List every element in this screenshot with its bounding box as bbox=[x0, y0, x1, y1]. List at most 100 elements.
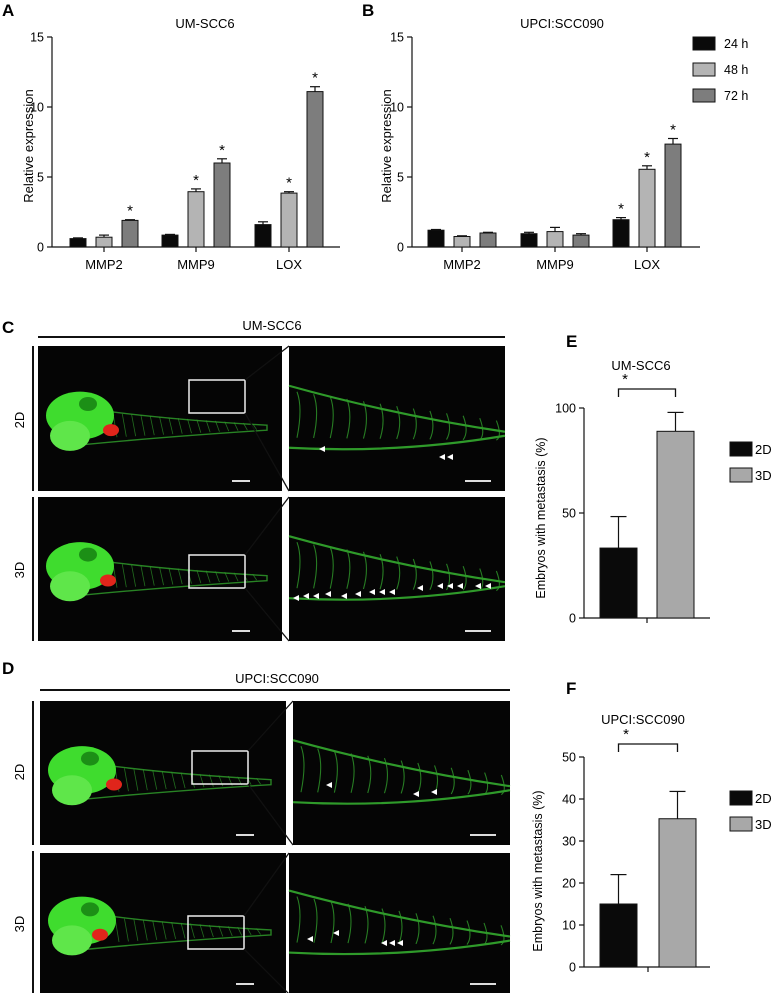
panel-c-3d-intersegmental-vessel bbox=[446, 563, 451, 591]
panel-d-2d-intersegmental-vessel bbox=[484, 772, 489, 795]
chart-f-y-tick-label: 30 bbox=[562, 835, 576, 849]
panel-c-2d-micrograph-zoom bbox=[289, 346, 505, 491]
panel-d-3d-vessel bbox=[161, 921, 167, 940]
panel-c-2d-zoom-box bbox=[188, 379, 246, 414]
chart-a-y-tick-label: 5 bbox=[37, 171, 44, 185]
chart-a-sig-star: * bbox=[193, 172, 199, 189]
panel-c-3d-intersegmental-vessel bbox=[479, 568, 484, 591]
chart-b-legend-swatch bbox=[692, 36, 716, 51]
panel-c-3d-vessel bbox=[131, 564, 137, 587]
panel-d-3d-arrowhead bbox=[397, 940, 403, 946]
panel-d-3d-vessel bbox=[208, 924, 214, 938]
panel-c-3d-fish-yolk bbox=[50, 571, 90, 602]
panel-d-3d-arrowhead bbox=[307, 936, 313, 942]
panel-c-3d-arrowhead bbox=[447, 583, 453, 589]
chart-b-legend-label: 72 h bbox=[724, 89, 748, 103]
panel-d-3d-vessel bbox=[133, 919, 139, 942]
panel-c-3d-vessel-dorsal bbox=[288, 535, 506, 584]
chart-e-y-tick-label: 0 bbox=[569, 612, 576, 626]
panel-d-row-2d-label: 2D bbox=[12, 764, 27, 781]
chart-b-x-tick-label: MMP9 bbox=[536, 257, 574, 272]
chart-b-bar bbox=[664, 143, 682, 248]
panel-c-row-2d-label: 2D bbox=[12, 412, 27, 429]
panel-d-2d-arrowhead bbox=[326, 782, 332, 788]
chart-e-legend-label: 3D bbox=[755, 468, 772, 483]
panel-c-3d-arrowhead bbox=[355, 591, 361, 597]
chart-b-bar bbox=[612, 219, 630, 248]
panel-c-2d-vessel bbox=[149, 415, 155, 436]
panel-d-3d-vessel-dorsal bbox=[288, 889, 511, 938]
panel-c-2d-intersegmental-vessel bbox=[379, 403, 384, 439]
panel-c-3d-intersegmental-vessel bbox=[313, 544, 318, 589]
panel-c-2d-vessel bbox=[187, 418, 192, 434]
panel-letter-b: B bbox=[362, 1, 374, 20]
panel-c-2d-vessel bbox=[159, 416, 164, 435]
panel-d-3d-intersegmental-vessel bbox=[296, 896, 301, 943]
panel-c-3d-vessel bbox=[233, 572, 239, 582]
panel-c-2d-vessel bbox=[121, 413, 127, 437]
panel-c-3d-vessel-ventral bbox=[288, 585, 506, 601]
panel-c-3d-vessel bbox=[168, 567, 174, 585]
chart-f-title: UPCI:SCC090 bbox=[601, 712, 685, 727]
panel-d-2d-vessel bbox=[133, 768, 139, 791]
chart-b-y-tick-label: 10 bbox=[390, 101, 404, 115]
panel-c-3d-fish-trunk bbox=[77, 556, 268, 597]
chart-b-x-tick-label: MMP2 bbox=[443, 257, 481, 272]
panel-c-2d-vessel bbox=[196, 419, 202, 433]
panel-c-3d-intersegmental-vessel bbox=[412, 558, 417, 590]
panel-c-3d-fish-eye bbox=[79, 547, 97, 562]
panel-d-3d-fish-eye bbox=[81, 902, 99, 917]
panel-c-3d-intersegmental-vessel bbox=[346, 549, 351, 589]
panel-c-2d-fish-trunk bbox=[77, 406, 268, 446]
panel-d-3d-intersegmental-vessel bbox=[500, 925, 505, 946]
panel-d-2d-vessel bbox=[180, 772, 186, 789]
panel-d-3d-arrowhead bbox=[333, 930, 339, 936]
panel-c-3d-vessel bbox=[140, 565, 146, 587]
panel-d-2d-vessel bbox=[142, 769, 148, 791]
panel-d-3d-vessel bbox=[152, 920, 158, 941]
chart-b-bar bbox=[427, 229, 445, 248]
panel-letter-d: D bbox=[2, 659, 14, 678]
panel-c-3d-arrowhead bbox=[485, 583, 491, 589]
panel-c-3d-intersegmental-vessel bbox=[296, 542, 301, 589]
panel-d-2d-vessel bbox=[152, 770, 158, 790]
panel-d-2d-vessel bbox=[161, 771, 167, 790]
panel-c-2d-intersegmental-vessel bbox=[495, 420, 500, 441]
chart-f-bar bbox=[599, 903, 638, 968]
panel-c-3d-arrowhead bbox=[303, 593, 309, 599]
chart-a-x-tick-label: LOX bbox=[276, 257, 302, 272]
panel-letter-f: F bbox=[566, 679, 576, 698]
panel-d-title: UPCI:SCC090 bbox=[235, 671, 319, 686]
panel-d-2d-vessel bbox=[199, 773, 205, 788]
panel-d-2d-fish-trunk bbox=[79, 760, 272, 801]
panel-c-2d-intersegmental-vessel bbox=[296, 391, 301, 438]
panel-d-3d-intersegmental-vessel bbox=[415, 913, 420, 945]
panel-d-3d-intersegmental-vessel bbox=[364, 905, 369, 944]
chart-a-y-tick-label: 0 bbox=[37, 241, 44, 255]
panel-d-row-3d-label: 3D bbox=[12, 916, 27, 933]
panel-d-2d-vessel bbox=[256, 777, 261, 785]
panel-c-2d-vessel bbox=[224, 421, 230, 432]
panel-d-2d-micrograph-zoom bbox=[293, 701, 510, 845]
chart-e-um-scc6-metastasis: UM-SCC6 Embryos with metastasis (%) 0 50 1… bbox=[534, 358, 772, 626]
chart-b-sig-star: * bbox=[670, 122, 676, 139]
panel-c-3d-vessel bbox=[196, 569, 202, 584]
panel-c-2d-tumor-cells bbox=[103, 424, 119, 437]
chart-a-um-scc6-expression: UM-SCC6 Relative expression 0 5 10 15 MMP2 * M… bbox=[21, 16, 340, 272]
panel-c-3d-arrowhead bbox=[379, 589, 385, 595]
panel-d-3d-vessel bbox=[171, 922, 177, 940]
chart-b-ylabel: Relative expression bbox=[379, 89, 394, 202]
panel-d-3d-vessel bbox=[246, 927, 252, 936]
chart-e-legend-swatch bbox=[729, 467, 753, 483]
panel-c-2d-vessel bbox=[205, 420, 211, 433]
chart-b-y-tick-label: 15 bbox=[390, 31, 404, 45]
panel-d-2d-intersegmental-vessel bbox=[350, 753, 355, 793]
panel-c-microscopy: UM-SCC6 2D 3D bbox=[12, 318, 506, 642]
panel-d-2d-fish-eye bbox=[81, 751, 99, 766]
panel-d-3d-arrowhead bbox=[381, 940, 387, 946]
panel-c-3d-arrowhead bbox=[417, 585, 423, 591]
panel-c-3d-vessel bbox=[177, 568, 183, 585]
panel-d-2d-intersegmental-vessel bbox=[467, 770, 472, 795]
chart-a-sig-star: * bbox=[312, 70, 318, 87]
panel-d-2d-intersegmental-vessel bbox=[400, 760, 405, 794]
